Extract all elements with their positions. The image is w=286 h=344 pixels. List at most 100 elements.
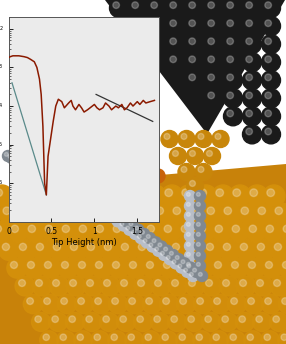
Circle shape	[104, 203, 115, 214]
Circle shape	[8, 154, 12, 158]
Circle shape	[206, 280, 212, 287]
Circle shape	[187, 264, 191, 268]
Circle shape	[22, 158, 33, 169]
Circle shape	[128, 334, 134, 341]
Circle shape	[87, 280, 94, 287]
Polygon shape	[105, 0, 285, 134]
Circle shape	[186, 53, 204, 72]
Circle shape	[246, 56, 253, 63]
Circle shape	[227, 20, 233, 26]
Circle shape	[56, 177, 60, 181]
Circle shape	[185, 262, 196, 273]
Circle shape	[173, 254, 184, 265]
Circle shape	[31, 313, 50, 332]
Circle shape	[223, 53, 243, 72]
Circle shape	[3, 207, 11, 215]
Circle shape	[243, 71, 261, 90]
Circle shape	[194, 250, 206, 261]
Circle shape	[160, 258, 180, 278]
Circle shape	[193, 268, 196, 272]
Circle shape	[170, 20, 176, 26]
Circle shape	[173, 207, 180, 215]
Circle shape	[49, 175, 60, 186]
Circle shape	[168, 249, 178, 260]
Circle shape	[40, 331, 58, 344]
Circle shape	[243, 125, 261, 144]
Circle shape	[159, 331, 177, 344]
Circle shape	[144, 222, 164, 243]
Circle shape	[50, 203, 72, 225]
Circle shape	[194, 211, 206, 222]
Circle shape	[184, 268, 188, 272]
Circle shape	[84, 240, 104, 260]
Circle shape	[164, 247, 168, 251]
Circle shape	[199, 189, 206, 196]
Circle shape	[78, 189, 82, 193]
Circle shape	[248, 298, 255, 304]
Circle shape	[275, 207, 283, 215]
Circle shape	[45, 225, 53, 233]
Circle shape	[240, 243, 247, 250]
Circle shape	[144, 185, 166, 207]
Circle shape	[15, 154, 26, 165]
Circle shape	[49, 173, 53, 177]
Circle shape	[158, 249, 170, 260]
Circle shape	[147, 225, 154, 233]
Circle shape	[236, 313, 255, 332]
Circle shape	[96, 225, 104, 233]
Circle shape	[108, 331, 126, 344]
Circle shape	[208, 38, 214, 45]
Circle shape	[246, 20, 253, 26]
Circle shape	[179, 258, 190, 269]
Circle shape	[132, 230, 135, 234]
Circle shape	[237, 203, 259, 225]
Circle shape	[146, 298, 152, 304]
Circle shape	[198, 272, 202, 276]
Circle shape	[163, 261, 170, 269]
Circle shape	[132, 2, 138, 9]
Circle shape	[231, 298, 237, 304]
Circle shape	[191, 266, 202, 277]
Circle shape	[180, 298, 186, 304]
Circle shape	[52, 316, 58, 322]
Circle shape	[28, 162, 31, 166]
Circle shape	[72, 189, 76, 192]
Circle shape	[103, 209, 106, 213]
Circle shape	[42, 185, 64, 207]
Circle shape	[45, 173, 56, 184]
Circle shape	[210, 294, 230, 314]
Circle shape	[227, 56, 233, 63]
Circle shape	[223, 71, 243, 90]
Circle shape	[264, 334, 271, 341]
Circle shape	[67, 183, 71, 187]
Circle shape	[271, 203, 286, 225]
Circle shape	[186, 262, 190, 266]
Circle shape	[92, 222, 114, 243]
Circle shape	[148, 35, 166, 54]
Circle shape	[58, 181, 62, 185]
Circle shape	[123, 218, 127, 222]
Circle shape	[168, 313, 186, 332]
Circle shape	[265, 74, 271, 81]
Circle shape	[92, 258, 112, 278]
Circle shape	[170, 251, 173, 255]
Circle shape	[204, 148, 221, 164]
Circle shape	[113, 225, 120, 233]
Circle shape	[186, 0, 204, 18]
Circle shape	[153, 245, 164, 256]
Circle shape	[60, 179, 64, 183]
Circle shape	[188, 280, 196, 287]
Circle shape	[148, 17, 166, 35]
Circle shape	[141, 237, 152, 248]
Circle shape	[194, 201, 206, 212]
Circle shape	[8, 185, 30, 207]
Circle shape	[274, 280, 281, 287]
Circle shape	[195, 130, 212, 148]
Circle shape	[33, 168, 37, 172]
Circle shape	[278, 331, 286, 344]
Circle shape	[97, 189, 105, 196]
Circle shape	[150, 237, 161, 248]
Circle shape	[54, 175, 65, 186]
Circle shape	[196, 223, 200, 226]
Circle shape	[0, 222, 11, 243]
